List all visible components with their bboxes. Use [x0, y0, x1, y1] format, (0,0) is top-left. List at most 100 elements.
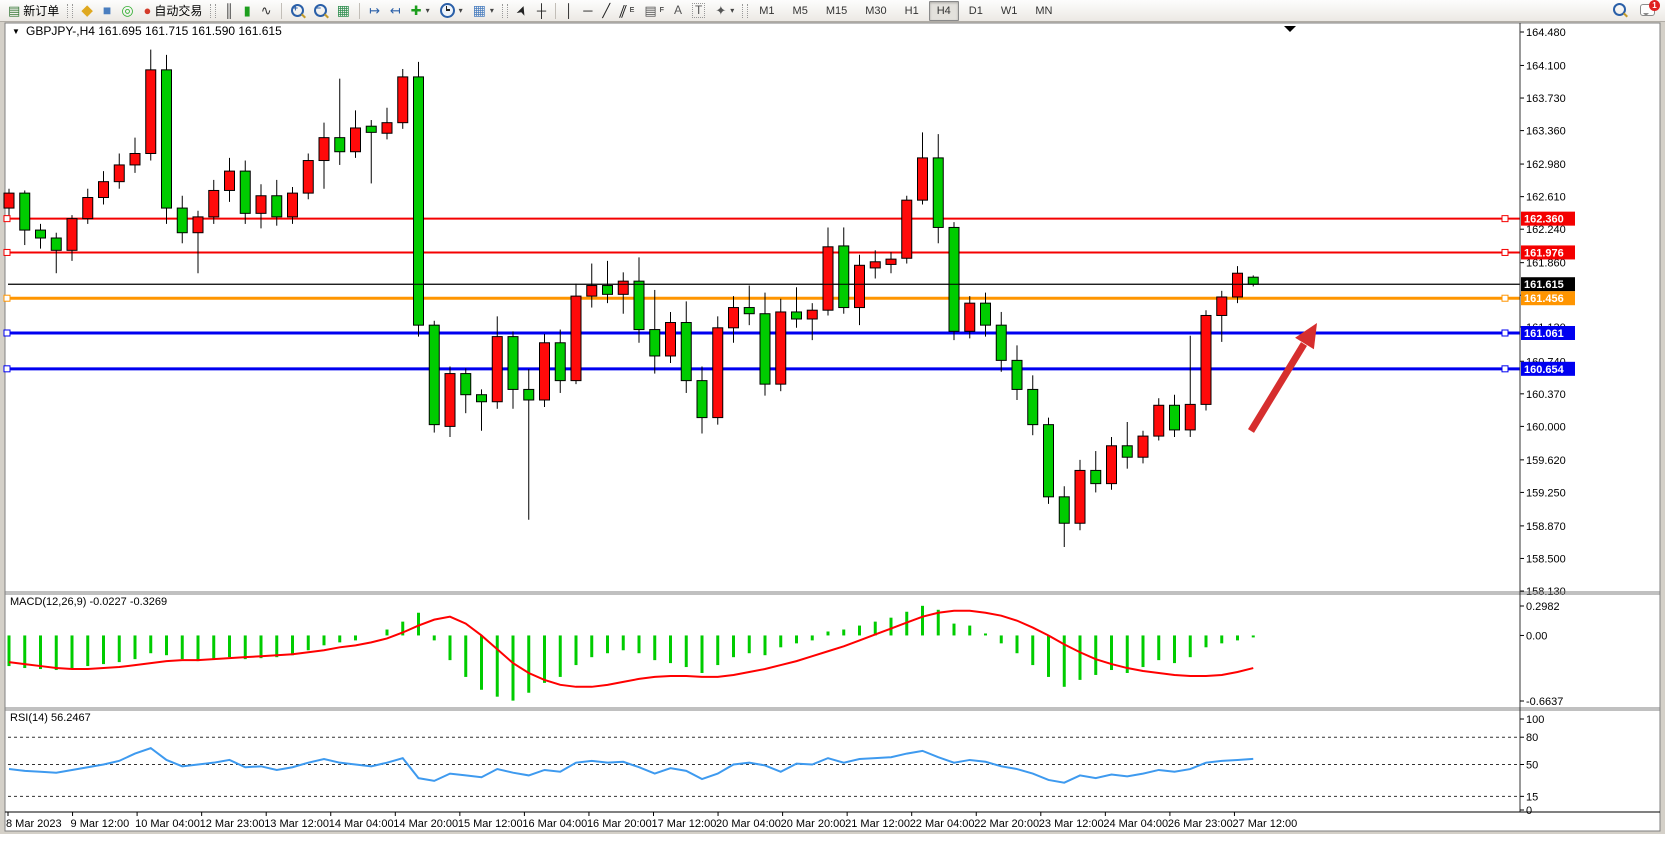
- line-chart-icon: ∿: [260, 3, 272, 18]
- arrows-button[interactable]: ✦ ▾: [710, 0, 739, 22]
- add-indicator-button[interactable]: ✚ ▾: [406, 0, 435, 22]
- remote-terminal-button[interactable]: ■: [98, 0, 116, 22]
- channel-button[interactable]: ∥ E: [617, 3, 635, 18]
- trendline-button[interactable]: ╱: [597, 0, 615, 22]
- add-indicator-icon: ✚: [410, 3, 422, 18]
- text-button[interactable]: A: [669, 0, 687, 22]
- line-chart-button[interactable]: ∿: [256, 0, 277, 22]
- symbol-dropdown-icon[interactable]: ▼: [12, 27, 20, 36]
- price-tag: [1521, 277, 1575, 292]
- gold-ingot-icon: ◆: [81, 2, 93, 19]
- price-tick-label: 163.360: [1526, 126, 1566, 138]
- price-tick-label: 160.370: [1526, 389, 1566, 401]
- chat-icon[interactable]: 1: [1640, 0, 1660, 16]
- search-icon[interactable]: [1613, 3, 1626, 16]
- rsi-scale-label: 80: [1526, 732, 1538, 744]
- auto-scroll-button[interactable]: ↦: [364, 0, 385, 22]
- period-button[interactable]: ▾: [435, 0, 468, 22]
- vertical-line-button[interactable]: │: [560, 0, 578, 22]
- time-tick-label: 23 Mar 12:00: [1039, 818, 1104, 830]
- rsi-pane[interactable]: RSI(14) 56.2467 100 80 50 15 0: [8, 712, 1544, 817]
- chart-window[interactable]: 164.480 164.100 163.730 163.360 162.980 162.6…: [0, 22, 1665, 834]
- line-anchor[interactable]: [1501, 215, 1509, 223]
- time-tick-label: 27 Mar 12:00: [1232, 818, 1297, 830]
- candle-chart-button[interactable]: ▮: [239, 0, 256, 22]
- main-pane[interactable]: [3, 26, 1520, 548]
- timeframe-mn[interactable]: MN: [1035, 4, 1053, 17]
- tile-windows-button[interactable]: ▦: [332, 0, 355, 22]
- new-order-button[interactable]: ▤ 新订单: [3, 0, 64, 22]
- price-tick-label: 162.240: [1526, 224, 1566, 236]
- line-anchor[interactable]: [3, 215, 11, 223]
- tile-windows-icon: ▦: [336, 2, 350, 18]
- gold-ingot-button[interactable]: ◆: [76, 0, 98, 22]
- fibonacci-button[interactable]: ▤ F: [644, 3, 664, 18]
- bar-chart-button[interactable]: ║: [219, 0, 238, 22]
- timeframe-m5[interactable]: M5: [792, 4, 808, 17]
- macd-scale-label: -0.6637: [1526, 696, 1563, 708]
- horizontal-line-button[interactable]: ─: [578, 0, 597, 22]
- line-anchor[interactable]: [1501, 294, 1509, 302]
- time-tick-label: 15 Mar 12:00: [458, 818, 523, 830]
- timeframe-h4[interactable]: H4: [928, 0, 959, 21]
- timeframe-m30[interactable]: M30: [865, 4, 887, 17]
- timeframe-m1[interactable]: M1: [759, 4, 775, 17]
- time-tick-label: 22 Mar 04:00: [910, 818, 975, 830]
- template-button[interactable]: ▦ ▾: [468, 0, 499, 22]
- macd-signal-line: [8, 609, 1254, 688]
- vertical-line-icon: │: [565, 3, 574, 18]
- arrow-annotation[interactable]: [1248, 323, 1317, 433]
- line-anchor[interactable]: [3, 329, 11, 337]
- line-anchor[interactable]: [3, 365, 11, 373]
- timeframe-h1[interactable]: H1: [904, 4, 919, 17]
- signals-button[interactable]: ◎: [116, 0, 138, 22]
- price-tick-label: 159.250: [1526, 487, 1566, 499]
- autotrade-icon: ●: [143, 3, 152, 18]
- macd-scale-label: 0.2982: [1526, 601, 1560, 613]
- macd-label: MACD(12,26,9) -0.0227 -0.3269: [10, 596, 167, 608]
- chart-shift-button[interactable]: ↤: [385, 0, 406, 22]
- line-anchor[interactable]: [1501, 365, 1509, 373]
- time-tick-label: 20 Mar 04:00: [716, 818, 781, 830]
- fibonacci-icon: ▤: [644, 3, 657, 18]
- price-chart[interactable]: 164.480 164.100 163.730 163.360 162.980 162.6…: [0, 22, 1665, 841]
- price-tick-label: 164.480: [1526, 27, 1566, 39]
- line-anchor[interactable]: [3, 294, 11, 302]
- macd-pane[interactable]: MACD(12,26,9) -0.0227 -0.3269 0.2982 0.00 -…: [7, 596, 1563, 708]
- candle-chart-icon: ▮: [243, 3, 251, 18]
- chart-frame: [4, 22, 1661, 832]
- zoom-in-icon: +: [290, 3, 304, 17]
- line-anchor[interactable]: [1501, 248, 1509, 256]
- toolbar-separator: [358, 2, 360, 19]
- zoom-out-button[interactable]: −: [309, 0, 332, 22]
- macd-scale-label: 0.00: [1526, 630, 1547, 642]
- crosshair-button[interactable]: ┼: [532, 0, 551, 22]
- time-tick-label: 20 Mar 20:00: [781, 818, 846, 830]
- timeframe-w1[interactable]: W1: [1000, 4, 1018, 17]
- rsi-scale-label: 15: [1526, 791, 1538, 803]
- time-tick-label: 24 Mar 04:00: [1103, 818, 1168, 830]
- price-tag-label: 161.976: [1524, 247, 1564, 259]
- trendline-icon: ╱: [602, 3, 611, 18]
- text-label-button[interactable]: T: [687, 0, 710, 22]
- new-order-label: 新订单: [23, 4, 60, 18]
- zoom-in-button[interactable]: +: [286, 0, 309, 22]
- timeframe-m15[interactable]: M15: [825, 4, 848, 17]
- time-tick-label: 14 Mar 20:00: [393, 818, 458, 830]
- price-axis[interactable]: 164.480 164.100 163.730 163.360 162.980 162.6…: [1520, 27, 1575, 598]
- autotrade-button[interactable]: ● 自动交易: [139, 0, 208, 22]
- price-tick-label: 160.000: [1526, 421, 1566, 433]
- time-tick-label: 17 Mar 12:00: [652, 818, 717, 830]
- time-tick-label: 14 Mar 04:00: [329, 818, 394, 830]
- price-tag-label: 160.654: [1524, 364, 1565, 376]
- chart-shift-icon: ↤: [389, 3, 401, 18]
- timeframe-d1[interactable]: D1: [968, 4, 983, 17]
- line-anchor[interactable]: [3, 248, 11, 256]
- price-tag: [1521, 245, 1575, 260]
- cursor-button[interactable]: ➤: [511, 0, 532, 22]
- time-tick-label: 21 Mar 12:00: [845, 818, 910, 830]
- time-axis[interactable]: 8 Mar 2023 9 Mar 12:00 10 Mar 04:00 12 Mar …: [5, 811, 1660, 830]
- line-anchor[interactable]: [1501, 329, 1509, 337]
- scroll-marker-icon: [1284, 26, 1296, 32]
